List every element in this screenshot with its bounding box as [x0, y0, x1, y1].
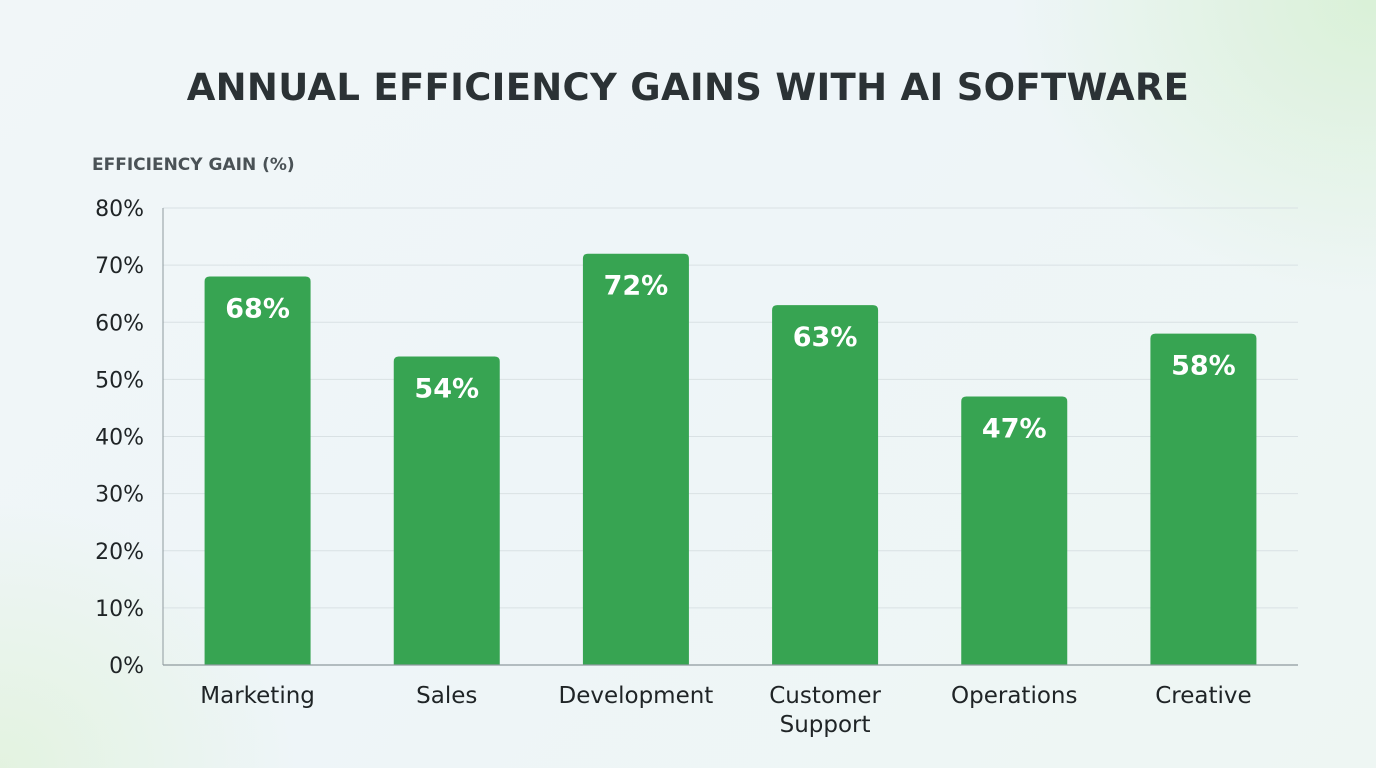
x-category-label: Customer Support	[769, 683, 881, 738]
x-category-label: Creative	[1155, 683, 1251, 709]
data-label: 47%	[982, 414, 1047, 445]
x-category-label-line: Customer	[769, 683, 881, 709]
data-label: 72%	[604, 271, 669, 302]
labels: 0% 10% 20% 30% 40% 50% 60% 70% 80% 68% Marketing 54…	[95, 197, 1252, 738]
x-category-label-line: Marketing	[200, 683, 315, 709]
bar-operations	[961, 396, 1068, 665]
x-category-label: Marketing	[200, 683, 315, 709]
x-category-label-line: Creative	[1155, 683, 1251, 709]
bars	[204, 253, 1257, 665]
gridlines	[163, 207, 1298, 609]
data-label: 63%	[793, 322, 858, 353]
x-category-label: Operations	[951, 683, 1077, 709]
y-tick-label: 20%	[95, 540, 144, 565]
y-tick-label: 30%	[95, 483, 144, 508]
x-category-label: Sales	[416, 683, 477, 709]
y-tick-label: 50%	[95, 368, 144, 393]
x-category-label-line: Operations	[951, 683, 1077, 709]
data-label: 68%	[225, 294, 290, 325]
y-tick-label: 40%	[95, 426, 144, 451]
y-tick-label: 10%	[95, 597, 144, 622]
y-tick-label: 70%	[95, 254, 144, 279]
y-tick-label: 80%	[95, 197, 144, 222]
data-label: 58%	[1171, 351, 1236, 382]
bar-customer-support	[772, 305, 879, 665]
y-axis-title: EFFICIENCY GAIN (%)	[92, 155, 295, 175]
y-tick-label: 0%	[109, 654, 144, 679]
y-tick-label: 60%	[95, 311, 144, 336]
chart-title: ANNUAL EFFICIENCY GAINS WITH AI SOFTWARE	[186, 66, 1190, 109]
data-label: 54%	[414, 374, 479, 405]
bar-development	[582, 253, 689, 665]
bar-creative	[1150, 333, 1257, 665]
bar-sales	[393, 356, 500, 665]
x-category-label-line: Development	[558, 683, 713, 709]
bar-marketing	[204, 276, 311, 665]
x-category-label: Development	[558, 683, 713, 709]
x-category-label-line: Sales	[416, 683, 477, 709]
x-category-label-line: Support	[780, 712, 871, 738]
axes	[162, 208, 1298, 666]
